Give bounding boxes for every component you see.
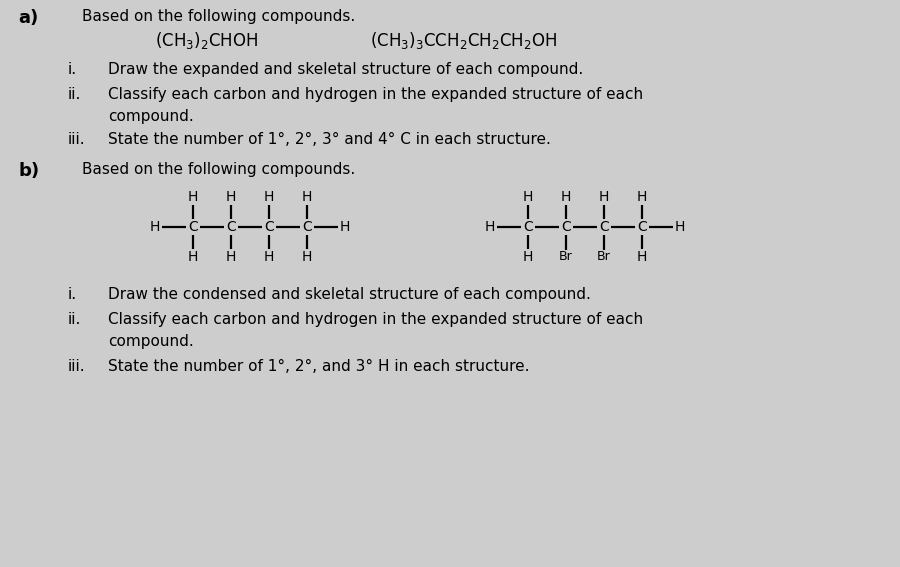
Text: State the number of 1°, 2°, and 3° H in each structure.: State the number of 1°, 2°, and 3° H in … — [108, 359, 529, 374]
Text: State the number of 1°, 2°, 3° and 4° C in each structure.: State the number of 1°, 2°, 3° and 4° C … — [108, 132, 551, 147]
Text: iii.: iii. — [68, 359, 86, 374]
Text: b): b) — [18, 162, 39, 180]
Text: compound.: compound. — [108, 109, 194, 124]
Text: C: C — [264, 220, 274, 234]
Text: H: H — [188, 250, 198, 264]
Text: (CH$_3$)$_3$CCH$_2$CH$_2$CH$_2$OH: (CH$_3$)$_3$CCH$_2$CH$_2$CH$_2$OH — [370, 30, 557, 51]
Text: H: H — [675, 220, 685, 234]
Text: Br: Br — [559, 251, 573, 264]
Text: H: H — [598, 190, 609, 204]
Text: C: C — [302, 220, 312, 234]
Text: compound.: compound. — [108, 334, 194, 349]
Text: H: H — [637, 250, 647, 264]
Text: ii.: ii. — [68, 312, 81, 327]
Text: H: H — [561, 190, 572, 204]
Text: i.: i. — [68, 62, 77, 77]
Text: Draw the condensed and skeletal structure of each compound.: Draw the condensed and skeletal structur… — [108, 287, 591, 302]
Text: H: H — [264, 250, 274, 264]
Text: H: H — [226, 190, 236, 204]
Text: Based on the following compounds.: Based on the following compounds. — [82, 162, 356, 177]
Text: H: H — [523, 250, 533, 264]
Text: H: H — [264, 190, 274, 204]
Text: ii.: ii. — [68, 87, 81, 102]
Text: Draw the expanded and skeletal structure of each compound.: Draw the expanded and skeletal structure… — [108, 62, 583, 77]
Text: a): a) — [18, 9, 38, 27]
Text: C: C — [599, 220, 609, 234]
Text: H: H — [226, 250, 236, 264]
Text: (CH$_3$)$_2$CHOH: (CH$_3$)$_2$CHOH — [155, 30, 258, 51]
Text: C: C — [226, 220, 236, 234]
Text: H: H — [188, 190, 198, 204]
Text: C: C — [561, 220, 571, 234]
Text: Br: Br — [597, 251, 611, 264]
Text: C: C — [637, 220, 647, 234]
Text: C: C — [523, 220, 533, 234]
Text: H: H — [340, 220, 350, 234]
Text: Classify each carbon and hydrogen in the expanded structure of each: Classify each carbon and hydrogen in the… — [108, 312, 644, 327]
Text: H: H — [302, 190, 312, 204]
Text: H: H — [302, 250, 312, 264]
Text: i.: i. — [68, 287, 77, 302]
Text: Classify each carbon and hydrogen in the expanded structure of each: Classify each carbon and hydrogen in the… — [108, 87, 644, 102]
Text: H: H — [149, 220, 160, 234]
Text: H: H — [523, 190, 533, 204]
Text: C: C — [188, 220, 198, 234]
Text: H: H — [485, 220, 495, 234]
Text: iii.: iii. — [68, 132, 86, 147]
Text: Based on the following compounds.: Based on the following compounds. — [82, 9, 356, 24]
Text: H: H — [637, 190, 647, 204]
